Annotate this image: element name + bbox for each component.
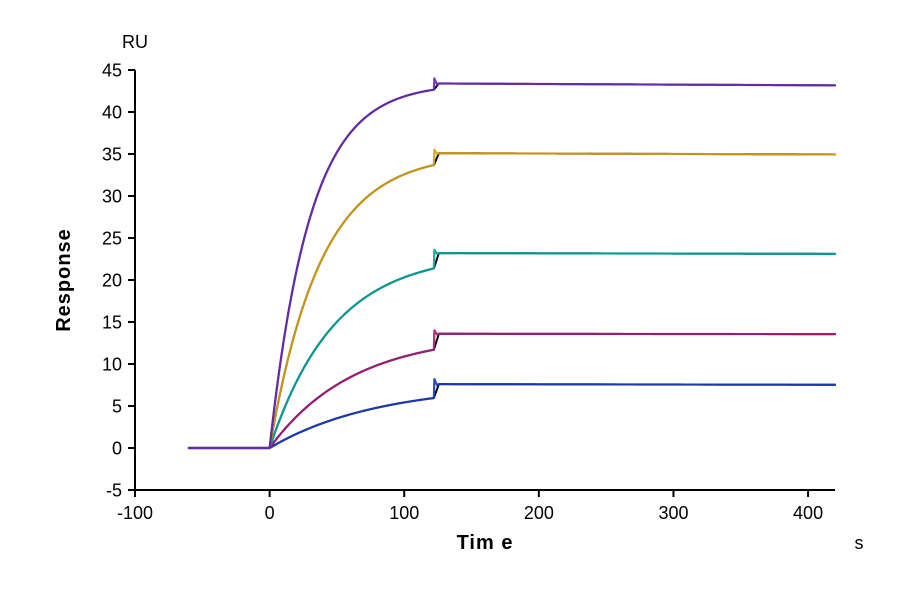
y-axis-title: Response <box>53 228 75 332</box>
chart-container: -100 0 100 200 300 400 -5 0 5 10 15 20 25 30 35 40 45 Tim… <box>0 0 900 600</box>
y-tick-label: 15 <box>102 312 122 332</box>
data-curve-s2 <box>189 330 835 448</box>
y-unit-label: RU <box>122 32 148 52</box>
x-unit-label: s <box>855 533 864 553</box>
y-tick-label: 25 <box>102 228 122 248</box>
y-tick-label: 35 <box>102 144 122 164</box>
sensorgram-chart: -100 0 100 200 300 400 -5 0 5 10 15 20 25 30 35 40 45 Tim… <box>0 0 900 600</box>
x-tick-label: 100 <box>389 503 419 523</box>
data-curve-s5 <box>189 78 835 448</box>
y-tick-label: 5 <box>112 396 122 416</box>
x-tick-label: -100 <box>117 503 153 523</box>
x-tick-label: 400 <box>793 503 823 523</box>
y-tick-label: 10 <box>102 354 122 374</box>
fit-curve-s2 <box>189 334 835 448</box>
y-tick-label: 0 <box>112 438 122 458</box>
x-tick-label: 200 <box>524 503 554 523</box>
y-tick-label: 30 <box>102 186 122 206</box>
y-tick-label: 45 <box>102 60 122 80</box>
y-tick-label: -5 <box>106 480 122 500</box>
x-axis-title: Tim e <box>457 532 514 554</box>
data-curve-s1 <box>189 379 835 448</box>
x-tick-label: 0 <box>265 503 275 523</box>
fit-curve-s3 <box>189 253 835 448</box>
x-tick-label: 300 <box>658 503 688 523</box>
fit-curve-s5 <box>189 83 835 448</box>
data-curve-s3 <box>189 250 835 448</box>
y-tick-label: 40 <box>102 102 122 122</box>
y-tick-label: 20 <box>102 270 122 290</box>
